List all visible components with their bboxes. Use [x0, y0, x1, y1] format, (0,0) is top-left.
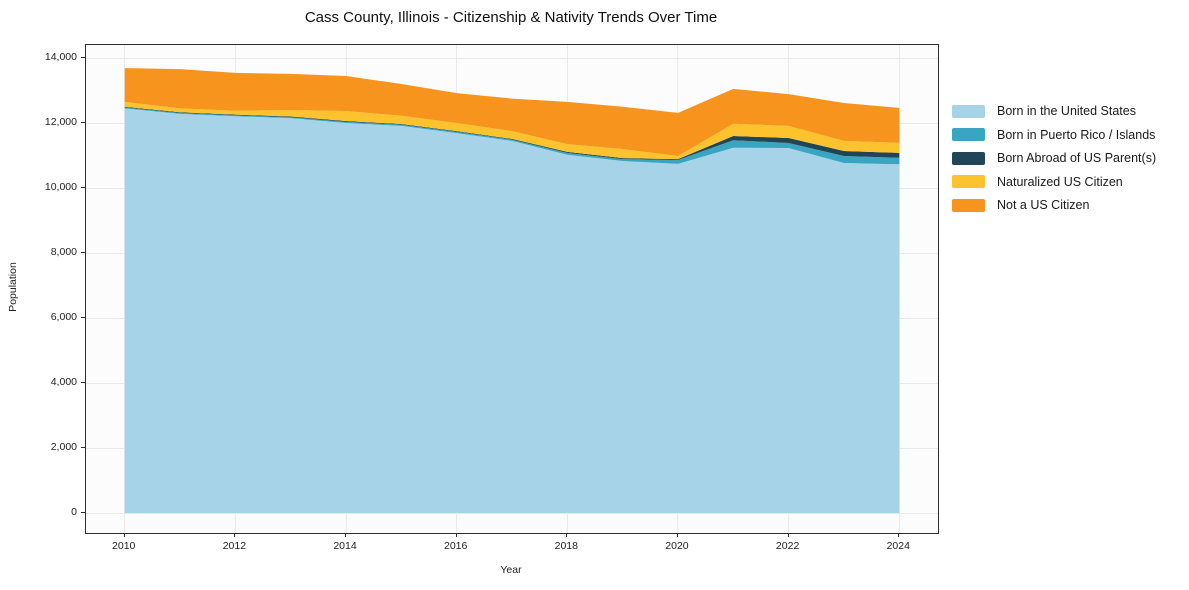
x-tickmark — [566, 533, 568, 537]
x-tick-label: 2020 — [665, 540, 689, 552]
legend-swatch — [952, 175, 985, 188]
x-tickmark — [898, 533, 900, 537]
y-tickmark — [81, 252, 85, 253]
legend-swatch — [952, 151, 985, 165]
y-tick-label: 2,000 — [50, 441, 77, 453]
x-tick-label: 2018 — [554, 540, 578, 552]
legend-row: Born Abroad of US Parent(s) — [952, 151, 1156, 165]
y-tickmark — [81, 317, 85, 318]
stacked-area-chart — [124, 68, 900, 514]
y-tickmark — [81, 187, 85, 188]
y-tick-label: 12,000 — [44, 116, 77, 128]
y-tickmark — [81, 382, 85, 383]
x-tick-label: 2016 — [443, 540, 468, 552]
plot-area — [85, 44, 939, 534]
x-tickmark — [123, 533, 125, 537]
area-series — [124, 101, 900, 160]
x-tickmark — [455, 533, 457, 537]
x-tickmark — [234, 533, 236, 537]
legend-label: Born in the United States — [997, 104, 1136, 118]
x-tickmark — [345, 533, 347, 537]
y-axis-label: Population — [7, 262, 19, 312]
y-tickmark — [81, 447, 85, 448]
x-tick-label: 2010 — [112, 540, 136, 552]
y-tick-label: 6,000 — [50, 311, 77, 323]
legend-swatch — [952, 128, 985, 141]
chart-title: Cass County, Illinois - Citizenship & Na… — [304, 9, 718, 26]
y-tick-label: 8,000 — [50, 246, 77, 258]
legend-row: Born in Puerto Rico / Islands — [952, 128, 1156, 142]
y-tick-label: 10,000 — [44, 181, 77, 193]
h-gridline — [86, 57, 938, 59]
y-tickmark — [81, 512, 85, 513]
x-tickmark — [676, 533, 678, 537]
x-tick-label: 2012 — [222, 540, 247, 552]
area-series — [124, 68, 900, 156]
y-tick-label: 14,000 — [44, 51, 77, 63]
x-tickmark — [787, 533, 789, 537]
x-tick-label: 2022 — [775, 540, 800, 552]
legend-row: Born in the United States — [952, 104, 1156, 118]
x-axis-label: Year — [500, 564, 522, 576]
legend-swatch — [952, 198, 985, 212]
y-tickmark — [81, 122, 85, 123]
legend-label: Naturalized US Citizen — [997, 174, 1123, 189]
y-tick-label: 0 — [71, 506, 77, 518]
legend-row: Not a US Citizen — [952, 198, 1156, 212]
legend-row: Naturalized US Citizen — [952, 175, 1156, 189]
x-tick-label: 2024 — [886, 540, 910, 552]
y-tick-label: 4,000 — [50, 376, 77, 388]
legend-label: Not a US Citizen — [997, 198, 1090, 212]
legend-swatch — [952, 104, 985, 118]
area-series — [124, 108, 900, 514]
x-tick-label: 2014 — [333, 540, 357, 552]
legend-label: Born Abroad of US Parent(s) — [997, 151, 1157, 165]
y-tickmark — [81, 57, 85, 58]
legend-label: Born in Puerto Rico / Islands — [997, 127, 1156, 142]
legend: Born in the United States Born in Puerto … — [952, 104, 1156, 222]
